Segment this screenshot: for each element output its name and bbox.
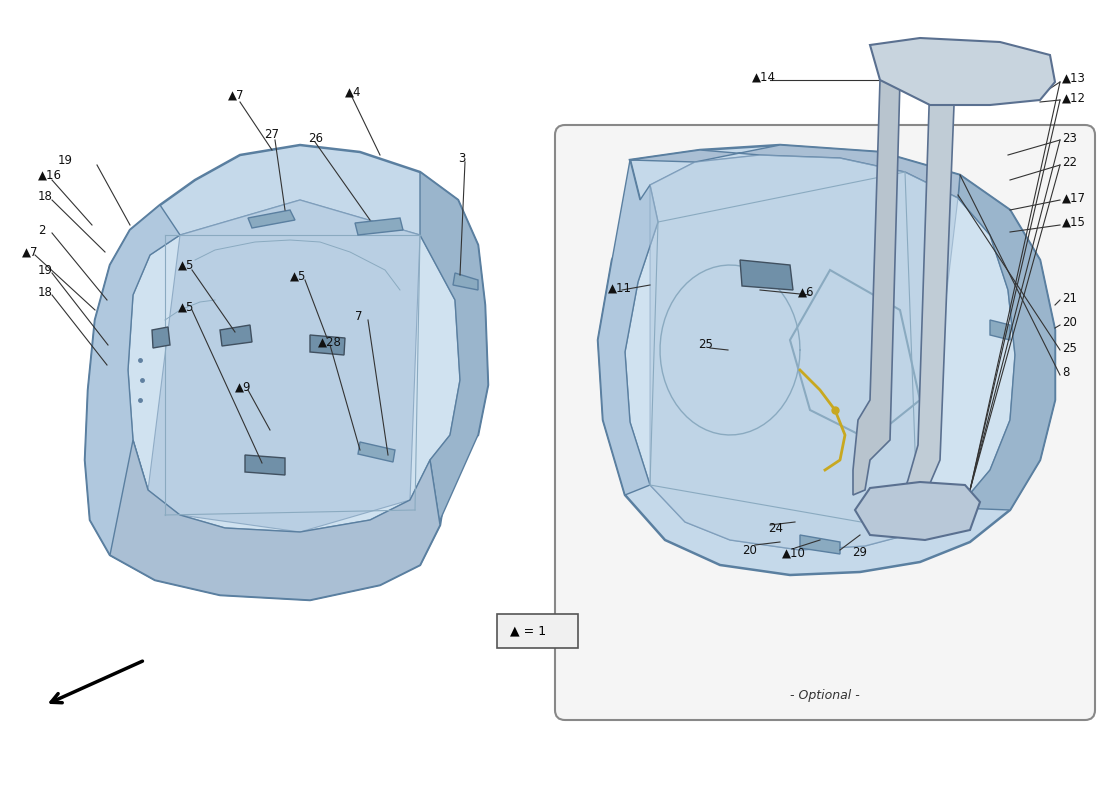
Text: 7: 7 [355,310,363,323]
Polygon shape [855,482,980,540]
Polygon shape [355,218,403,235]
Text: ▲5: ▲5 [290,270,307,282]
Text: ▲12: ▲12 [1062,91,1086,105]
Text: ▲5: ▲5 [178,301,195,314]
Text: 21: 21 [1062,291,1077,305]
Text: ▲10: ▲10 [782,546,806,559]
Polygon shape [870,38,1055,105]
Text: ▲13: ▲13 [1062,71,1086,85]
Text: EURE: EURE [734,315,946,385]
Polygon shape [900,78,955,505]
Text: 22: 22 [1062,155,1077,169]
Text: ▲7: ▲7 [228,89,244,102]
FancyBboxPatch shape [497,614,578,648]
Text: 25: 25 [1062,342,1077,354]
Text: 19: 19 [39,263,53,277]
Polygon shape [453,273,478,290]
Text: 29: 29 [852,546,867,558]
Text: ▲9: ▲9 [235,381,252,394]
Text: ▲28: ▲28 [318,335,342,349]
Text: 20: 20 [1062,315,1077,329]
Polygon shape [990,320,1010,340]
Text: ▲5: ▲5 [178,258,195,271]
Polygon shape [85,145,488,600]
Text: 19: 19 [58,154,73,166]
Polygon shape [110,440,440,600]
Polygon shape [128,200,460,532]
Polygon shape [598,145,1055,575]
Polygon shape [852,80,900,495]
Polygon shape [310,335,345,355]
Text: 18: 18 [39,190,53,202]
Text: 26: 26 [308,131,323,145]
Text: ▲14: ▲14 [752,70,776,83]
FancyBboxPatch shape [556,125,1094,720]
Text: 18: 18 [39,286,53,298]
Text: 25: 25 [698,338,713,351]
Polygon shape [630,145,960,198]
Text: ▲15: ▲15 [1062,215,1086,229]
Text: - Optional -: - Optional - [790,689,860,702]
Text: 3: 3 [458,151,465,165]
Text: ▲11: ▲11 [608,282,632,294]
Text: ▲16: ▲16 [39,169,62,182]
Polygon shape [245,455,285,475]
Text: 24: 24 [768,522,783,534]
Polygon shape [148,200,420,532]
Polygon shape [358,442,395,462]
Polygon shape [152,327,170,348]
Text: ▲17: ▲17 [1062,191,1086,205]
Text: ▲7: ▲7 [22,246,38,258]
Text: 27: 27 [264,129,279,142]
Text: ▲ = 1: ▲ = 1 [510,625,546,638]
Polygon shape [220,325,252,346]
Text: 8: 8 [1062,366,1069,378]
Polygon shape [420,172,488,565]
Polygon shape [625,155,1015,550]
Polygon shape [248,210,295,228]
Polygon shape [650,155,958,550]
Text: ▲4: ▲4 [345,86,362,98]
Polygon shape [958,175,1055,510]
Polygon shape [598,160,658,495]
Polygon shape [800,535,840,554]
Text: 23: 23 [1062,131,1077,145]
Text: 20: 20 [742,543,757,557]
Text: a passion for parts: a passion for parts [218,314,422,446]
Text: 2: 2 [39,223,45,237]
Polygon shape [85,205,180,580]
Text: ▲6: ▲6 [798,286,814,298]
Polygon shape [740,260,793,290]
